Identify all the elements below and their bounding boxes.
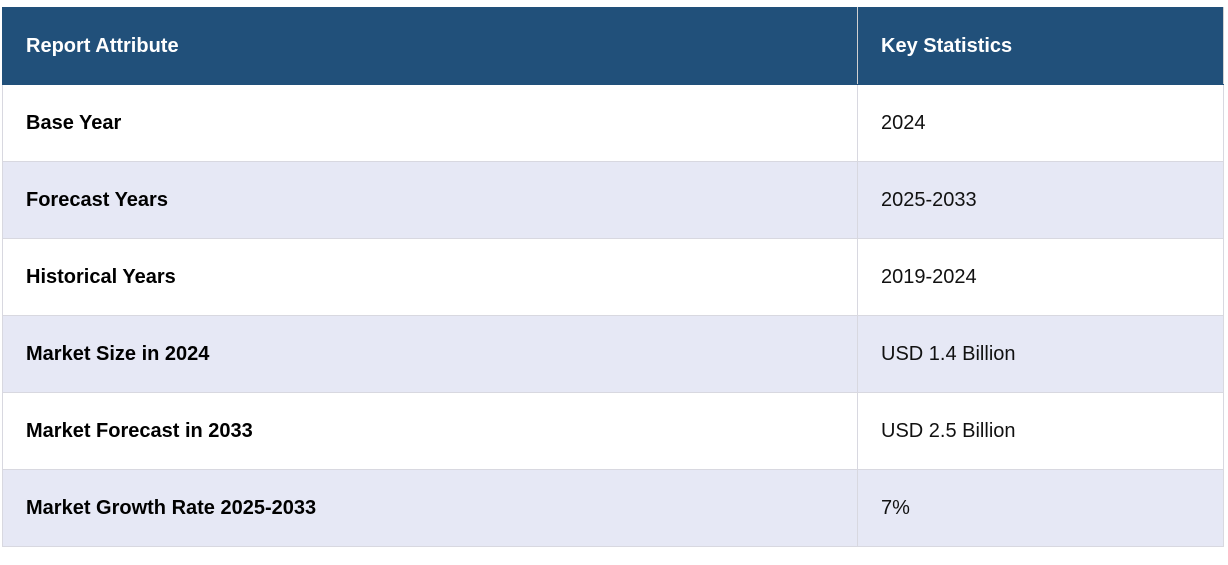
attribute-cell: Market Size in 2024 — [2, 315, 858, 393]
table-row: Forecast Years 2025-2033 — [2, 161, 1224, 239]
header-cell: Key Statistics — [857, 7, 1224, 85]
table-row: Market Forecast in 2033 USD 2.5 Billion — [2, 392, 1224, 470]
attribute-cell: Market Forecast in 2033 — [2, 392, 858, 470]
value-cell: USD 2.5 Billion — [857, 392, 1224, 470]
value-cell: 2019-2024 — [857, 238, 1224, 316]
value-cell: USD 1.4 Billion — [857, 315, 1224, 393]
attribute-cell: Base Year — [2, 84, 858, 162]
table-row: Base Year 2024 — [2, 84, 1224, 162]
header-cell: Report Attribute — [2, 7, 858, 85]
value-cell: 2025-2033 — [857, 161, 1224, 239]
table-row: Market Growth Rate 2025-2033 7% — [2, 469, 1224, 547]
attribute-cell: Forecast Years — [2, 161, 858, 239]
attribute-cell: Market Growth Rate 2025-2033 — [2, 469, 858, 547]
value-cell: 7% — [857, 469, 1224, 547]
attribute-cell: Historical Years — [2, 238, 858, 316]
table-row: Market Size in 2024 USD 1.4 Billion — [2, 315, 1224, 393]
table-row: Historical Years 2019-2024 — [2, 238, 1224, 316]
stats-table: Report Attribute Key Statistics Base Year… — [2, 7, 1224, 547]
table-body: Base Year 2024 Forecast Years 2025-2033 Hist… — [2, 84, 1224, 547]
value-cell: 2024 — [857, 84, 1224, 162]
header-row: Report Attribute Key Statistics — [2, 7, 1224, 85]
